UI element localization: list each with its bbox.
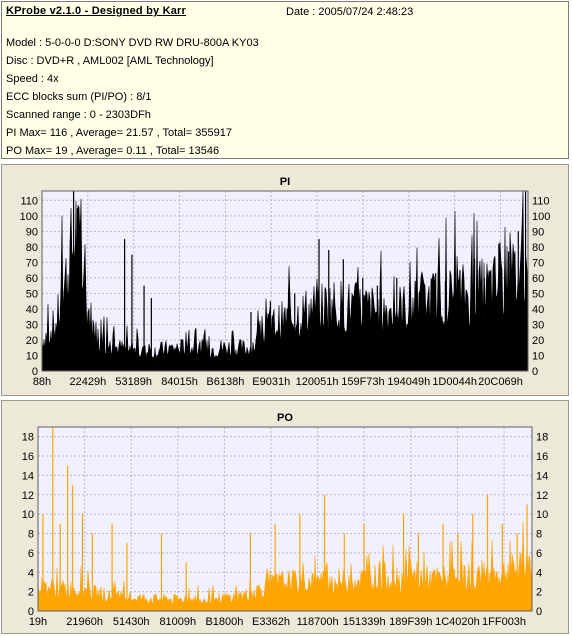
- pi-chart: PI 0 0 10 10 20 20 30 30 40 40 50 50 60 60 70 70 80 80 90 90…: [20, 176, 551, 388]
- pi-y-tick-label-right: 80: [532, 242, 544, 254]
- pi-y-tick-label-right: 70: [532, 257, 544, 269]
- po-y-tick-label-right: 2: [536, 587, 542, 599]
- po-y-tick-label-right: 4: [536, 567, 542, 579]
- po-y-tick-label-left: 6: [28, 548, 34, 560]
- pi-y-tick-label-left: 50: [26, 288, 38, 300]
- pi-x-tick-label: 84015h: [161, 376, 198, 388]
- po-y-tick-label-right: 14: [536, 470, 548, 482]
- pi-y-tick-label-left: 80: [26, 242, 38, 254]
- pi-chart-title: PI: [280, 176, 290, 188]
- pi-x-tick-label: 159F73h: [341, 376, 384, 388]
- po-y-tick-label-right: 16: [536, 451, 548, 463]
- info-scanned-range: Scanned range : 0 - 2303DFh: [6, 109, 151, 121]
- pi-y-tick-label-right: 0: [532, 366, 538, 378]
- po-chart-panel: PO 0 0 2 2 4 4 6 6 8 8 10 10 12 12 14 14 16 16 18 18 19h 21960…: [1, 400, 569, 634]
- po-x-tick-label: 19h: [29, 616, 47, 628]
- info-speed: Speed : 4x: [6, 73, 59, 85]
- pi-y-tick-label-left: 90: [26, 226, 38, 238]
- po-y-tick-label-right: 12: [536, 490, 548, 502]
- po-y-tick-label-left: 18: [22, 432, 34, 444]
- po-y-tick-label-left: 8: [28, 529, 34, 541]
- pi-y-tick-label-right: 40: [532, 304, 544, 316]
- pi-y-tick-label-right: 110: [532, 195, 550, 207]
- pi-x-tick-label: 194049h: [387, 376, 430, 388]
- pi-y-tick-label-left: 20: [26, 335, 38, 347]
- po-y-tick-label-left: 10: [22, 509, 34, 521]
- info-pi-summary: PI Max= 116 , Average= 21.57 , Total= 35…: [6, 127, 232, 139]
- pi-x-tick-label: 53189h: [115, 376, 152, 388]
- po-x-tick-label: 118700h: [297, 616, 339, 628]
- po-y-tick-label-right: 18: [536, 432, 548, 444]
- po-x-tick-label: 21960h: [66, 616, 103, 628]
- pi-x-tick-label: 88h: [33, 376, 51, 388]
- po-x-tick-label: 189F39h: [389, 616, 432, 628]
- po-y-tick-label-left: 12: [22, 490, 34, 502]
- po-series: [37, 521, 533, 612]
- pi-x-tick-label: E9031h: [252, 376, 290, 388]
- pi-y-tick-label-left: 40: [26, 304, 38, 316]
- pi-y-tick-label-left: 30: [26, 319, 38, 331]
- po-x-tick-label: 1C4020h: [435, 616, 480, 628]
- po-y-tick-label-right: 0: [536, 606, 542, 618]
- po-y-tick-label-left: 4: [28, 567, 34, 579]
- pi-y-tick-label-left: 10: [26, 350, 38, 362]
- pi-x-tick-label: B6138h: [206, 376, 244, 388]
- po-y-tick-label-left: 0: [28, 606, 34, 618]
- po-y-tick-label-right: 8: [536, 529, 542, 541]
- pi-plot-border: [41, 190, 529, 372]
- pi-x-tick-label: 1D0044h: [432, 376, 477, 388]
- po-x-tick-label: 81009h: [159, 616, 196, 628]
- po-chart-title: PO: [277, 412, 293, 424]
- po-plot-border: [37, 426, 533, 612]
- pi-y-tick-label-right: 10: [532, 350, 544, 362]
- po-chart: PO 0 0 2 2 4 4 6 6 8 8 10 10 12 12 14 14 16 16 18 18 19h 21960…: [22, 412, 549, 628]
- app-title: KProbe v2.1.0 - Designed by Karr: [6, 5, 187, 17]
- pi-y-tick-label-right: 20: [532, 335, 544, 347]
- pi-x-tick-label: 22429h: [69, 376, 106, 388]
- po-y-tick-label-left: 14: [22, 470, 34, 482]
- pi-y-tick-label-left: 0: [32, 366, 38, 378]
- info-disc: Disc : DVD+R , AML002 [AML Technology]: [6, 55, 214, 67]
- pi-y-tick-label-left: 70: [26, 257, 38, 269]
- pi-x-tick-label: 120051h: [296, 376, 339, 388]
- po-y-tick-label-left: 16: [22, 451, 34, 463]
- pi-y-tick-label-right: 30: [532, 319, 544, 331]
- po-x-tick-label: 51430h: [113, 616, 150, 628]
- pi-y-tick-label-right: 50: [532, 288, 544, 300]
- po-x-tick-label: B1800h: [205, 616, 243, 628]
- po-y-tick-label-right: 6: [536, 548, 542, 560]
- po-x-tick-label: 151339h: [343, 616, 386, 628]
- po-x-tick-label: 1FF003h: [482, 616, 526, 628]
- pi-x-tick-label: 20C069h: [478, 376, 523, 388]
- pi-chart-panel: PI 0 0 10 10 20 20 30 30 40 40 50 50 60 60 70 70 80 80 90 90…: [1, 164, 569, 396]
- pi-y-tick-label-left: 110: [20, 195, 38, 207]
- scan-date: Date : 2005/07/24 2:48:23: [286, 6, 414, 18]
- info-po-summary: PO Max= 19 , Average= 0.11 , Total= 1354…: [6, 145, 220, 157]
- pi-y-tick-label-right: 90: [532, 226, 544, 238]
- info-model: Model : 5-0-0-0 D:SONY DVD RW DRU-800A K…: [6, 37, 259, 49]
- pi-y-tick-label-right: 60: [532, 273, 544, 285]
- info-ecc-blocks: ECC blocks sum (PI/PO) : 8/1: [6, 91, 152, 103]
- po-y-tick-label-right: 10: [536, 509, 548, 521]
- pi-y-tick-label-right: 100: [532, 211, 550, 223]
- pi-y-tick-label-left: 100: [20, 211, 38, 223]
- po-x-tick-label: E3362h: [252, 616, 290, 628]
- pi-y-tick-label-left: 60: [26, 273, 38, 285]
- pi-series: [41, 190, 529, 372]
- po-y-tick-label-left: 2: [28, 587, 34, 599]
- info-panel: KProbe v2.1.0 - Designed by Karr Date : …: [1, 1, 569, 159]
